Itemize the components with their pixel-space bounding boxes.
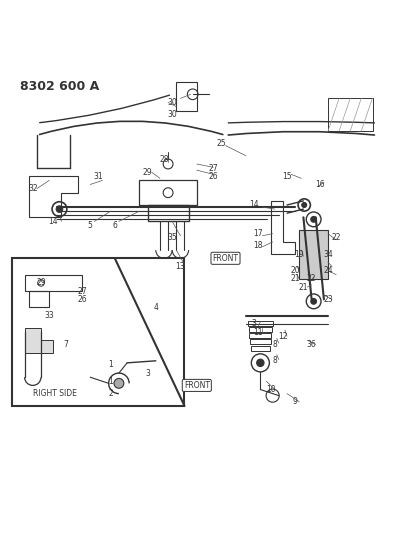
- Text: 32: 32: [28, 184, 38, 193]
- Bar: [25, 274, 82, 291]
- Text: 18: 18: [253, 241, 263, 251]
- Text: 34: 34: [322, 249, 332, 259]
- Text: 8: 8: [272, 356, 276, 365]
- Bar: [299, 230, 327, 279]
- Text: 6: 6: [112, 221, 117, 230]
- Text: 8302 600 A: 8302 600 A: [20, 80, 99, 93]
- Text: 28: 28: [159, 156, 169, 164]
- Text: 1: 1: [108, 360, 113, 369]
- Text: 19: 19: [294, 249, 303, 259]
- Text: 13: 13: [175, 262, 185, 271]
- Text: 26: 26: [208, 172, 218, 181]
- Polygon shape: [25, 328, 53, 353]
- Text: 10: 10: [265, 385, 275, 394]
- Circle shape: [114, 378, 124, 388]
- Bar: [29, 291, 49, 308]
- Text: 3: 3: [145, 369, 150, 377]
- Text: 1: 1: [108, 377, 113, 386]
- Bar: [327, 99, 372, 131]
- Text: 3: 3: [251, 319, 256, 328]
- Circle shape: [310, 216, 316, 222]
- Circle shape: [163, 188, 173, 198]
- Text: 24: 24: [322, 266, 332, 275]
- Circle shape: [56, 206, 63, 212]
- Text: 16: 16: [314, 180, 324, 189]
- Text: 31: 31: [93, 172, 103, 181]
- FancyArrowPatch shape: [228, 122, 373, 123]
- Bar: [12, 259, 184, 406]
- Text: 23: 23: [322, 295, 332, 304]
- Text: 20: 20: [290, 266, 299, 275]
- Circle shape: [301, 203, 306, 207]
- Bar: [247, 321, 272, 326]
- Circle shape: [310, 298, 316, 304]
- Bar: [248, 327, 272, 332]
- Text: 22: 22: [330, 233, 340, 243]
- Text: 12: 12: [277, 332, 287, 341]
- Text: 2: 2: [108, 389, 113, 398]
- Text: 4: 4: [153, 303, 158, 312]
- Text: 14: 14: [249, 200, 258, 209]
- FancyArrowPatch shape: [40, 95, 169, 123]
- Bar: [250, 345, 270, 351]
- Bar: [249, 333, 271, 338]
- Circle shape: [256, 359, 263, 367]
- Bar: [176, 82, 196, 111]
- Bar: [139, 180, 196, 205]
- Text: 14: 14: [48, 217, 58, 226]
- Text: 25: 25: [216, 139, 226, 148]
- Text: 17: 17: [253, 229, 263, 238]
- Text: 9: 9: [292, 397, 297, 406]
- Text: 27: 27: [77, 287, 87, 296]
- Text: 29: 29: [142, 168, 152, 177]
- Text: 36: 36: [306, 340, 316, 349]
- Text: 35: 35: [167, 233, 177, 243]
- Text: RIGHT SIDE: RIGHT SIDE: [33, 389, 76, 398]
- Text: FRONT: FRONT: [212, 254, 238, 263]
- FancyArrowPatch shape: [39, 121, 222, 134]
- Text: 29: 29: [36, 278, 46, 287]
- Text: 11: 11: [253, 328, 263, 337]
- Text: 21: 21: [290, 274, 299, 284]
- Text: 8: 8: [272, 340, 276, 349]
- Text: 30: 30: [167, 98, 177, 107]
- Text: 15: 15: [281, 172, 291, 181]
- Text: 5: 5: [88, 221, 92, 230]
- Text: 26: 26: [77, 295, 87, 304]
- Text: FRONT: FRONT: [183, 381, 209, 390]
- Text: 22: 22: [306, 274, 316, 284]
- Bar: [147, 205, 188, 221]
- Text: 21: 21: [298, 282, 308, 292]
- FancyArrowPatch shape: [228, 132, 373, 135]
- Text: 33: 33: [44, 311, 54, 320]
- Text: 7: 7: [63, 340, 68, 349]
- Text: 30: 30: [167, 110, 177, 119]
- Text: 27: 27: [208, 164, 218, 173]
- Bar: [249, 340, 270, 344]
